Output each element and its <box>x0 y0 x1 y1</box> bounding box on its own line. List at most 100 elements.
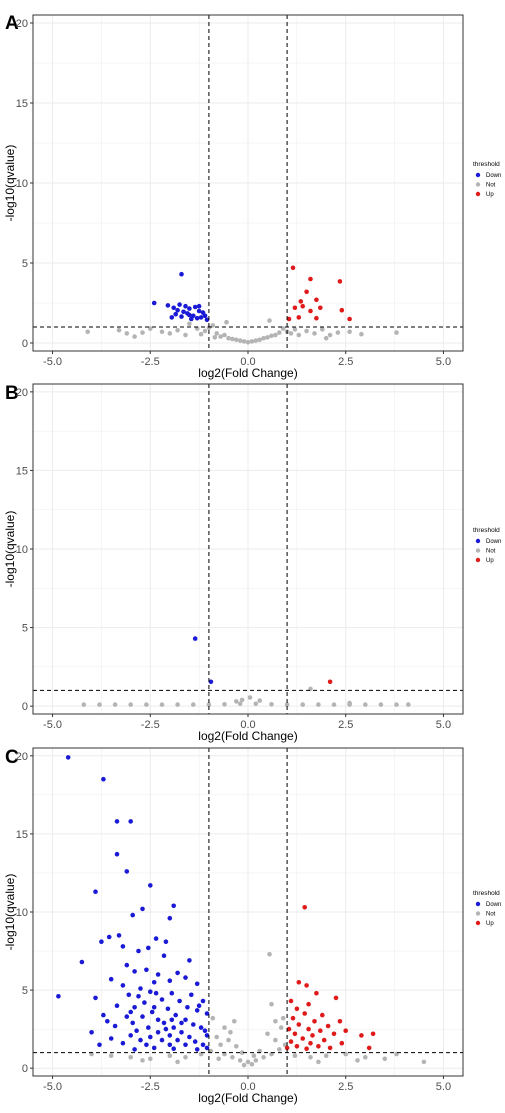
point-down <box>198 315 204 320</box>
point-down <box>194 981 200 987</box>
point-down <box>132 969 137 974</box>
x-tick-label: 0.0 <box>240 356 255 368</box>
legend-marker-not <box>475 548 481 553</box>
point-not <box>335 330 341 335</box>
point-down <box>106 934 112 940</box>
point-down <box>185 1005 190 1010</box>
point-not <box>81 702 87 707</box>
legend-label-not: Not <box>486 183 496 189</box>
y-axis-label: -log10(qvalue) <box>3 874 17 951</box>
point-not <box>273 332 278 338</box>
x-tick-label: -2.5 <box>141 719 160 731</box>
legend-marker-up <box>475 191 481 197</box>
point-down <box>179 314 184 319</box>
volcano-panel-b: B -5.0 -2.5 0.0 2.5 5.0 0 5 10 15 20 log2(Fold Chan… <box>3 383 501 743</box>
point-down <box>187 958 192 963</box>
point-down <box>171 305 176 311</box>
point-not <box>214 1034 219 1040</box>
point-down <box>204 1033 210 1038</box>
y-tick-label: 0 <box>22 1063 28 1075</box>
point-down <box>128 819 133 824</box>
point-not <box>394 702 399 707</box>
point-up <box>290 1015 296 1021</box>
point-down <box>187 306 192 311</box>
x-tick-label: 0.0 <box>240 1081 255 1093</box>
point-down <box>167 1042 173 1048</box>
point-up <box>321 1037 327 1043</box>
point-not <box>280 326 286 331</box>
legend: threshold Down Not Up <box>473 527 501 564</box>
point-down <box>198 1025 204 1030</box>
point-not <box>183 1055 188 1060</box>
point-down <box>155 1030 161 1035</box>
point-down <box>128 1009 133 1015</box>
y-tick-label: 10 <box>16 178 28 190</box>
x-axis-label: log2(Fold Change) <box>198 1091 297 1105</box>
point-up <box>302 1011 308 1016</box>
point-up <box>308 1040 313 1046</box>
point-up <box>308 276 313 282</box>
y-tick-label: 5 <box>22 258 28 270</box>
point-down <box>114 819 120 824</box>
point-down <box>165 303 171 308</box>
point-down <box>202 313 208 319</box>
point-down <box>192 1039 198 1044</box>
x-tick-label: 2.5 <box>338 719 353 731</box>
point-not <box>85 329 90 335</box>
legend-label-not: Not <box>486 549 496 555</box>
y-tick-label: 0 <box>22 701 28 713</box>
point-not <box>253 338 259 343</box>
point-up <box>339 1040 345 1046</box>
point-up <box>359 1033 364 1038</box>
point-up <box>300 1036 306 1041</box>
point-not <box>247 695 253 700</box>
point-not <box>175 327 180 333</box>
point-not <box>159 702 165 707</box>
point-down <box>175 307 180 313</box>
point-down <box>161 1020 167 1026</box>
x-tick-label: 0.0 <box>240 719 255 731</box>
point-down <box>120 983 126 988</box>
point-down <box>153 990 159 996</box>
point-down <box>208 679 214 685</box>
point-not <box>251 1053 257 1058</box>
point-not <box>148 1056 153 1062</box>
point-not <box>191 702 196 707</box>
point-not <box>222 1025 227 1030</box>
point-up <box>304 1046 309 1051</box>
point-not <box>241 1062 247 1068</box>
y-tick-label: 15 <box>16 98 28 110</box>
point-not <box>284 702 290 707</box>
point-not <box>288 331 294 336</box>
point-down <box>93 995 98 1001</box>
point-up <box>290 265 296 271</box>
x-axis-label: log2(Fold Change) <box>198 366 297 380</box>
point-up <box>316 1044 321 1049</box>
y-tick-label: 10 <box>16 544 28 556</box>
point-down <box>124 869 130 874</box>
point-down <box>148 989 153 994</box>
point-down <box>177 302 182 307</box>
point-not <box>237 1058 243 1063</box>
point-not <box>175 702 180 707</box>
panel-letter: A <box>5 13 19 34</box>
point-not <box>261 335 266 341</box>
point-not <box>378 702 384 707</box>
point-not <box>148 326 153 331</box>
point-down <box>204 1045 210 1051</box>
point-down <box>194 315 200 321</box>
point-down <box>189 316 194 322</box>
point-down <box>196 308 202 314</box>
point-not <box>331 702 337 707</box>
point-down <box>161 953 167 958</box>
point-not <box>128 1055 133 1060</box>
point-down <box>148 1034 153 1040</box>
point-down <box>192 304 198 310</box>
point-not <box>228 1030 233 1035</box>
point-not <box>108 1053 114 1058</box>
point-not <box>232 1019 237 1024</box>
point-up <box>304 289 309 295</box>
point-down <box>79 959 85 965</box>
point-down <box>155 972 161 977</box>
